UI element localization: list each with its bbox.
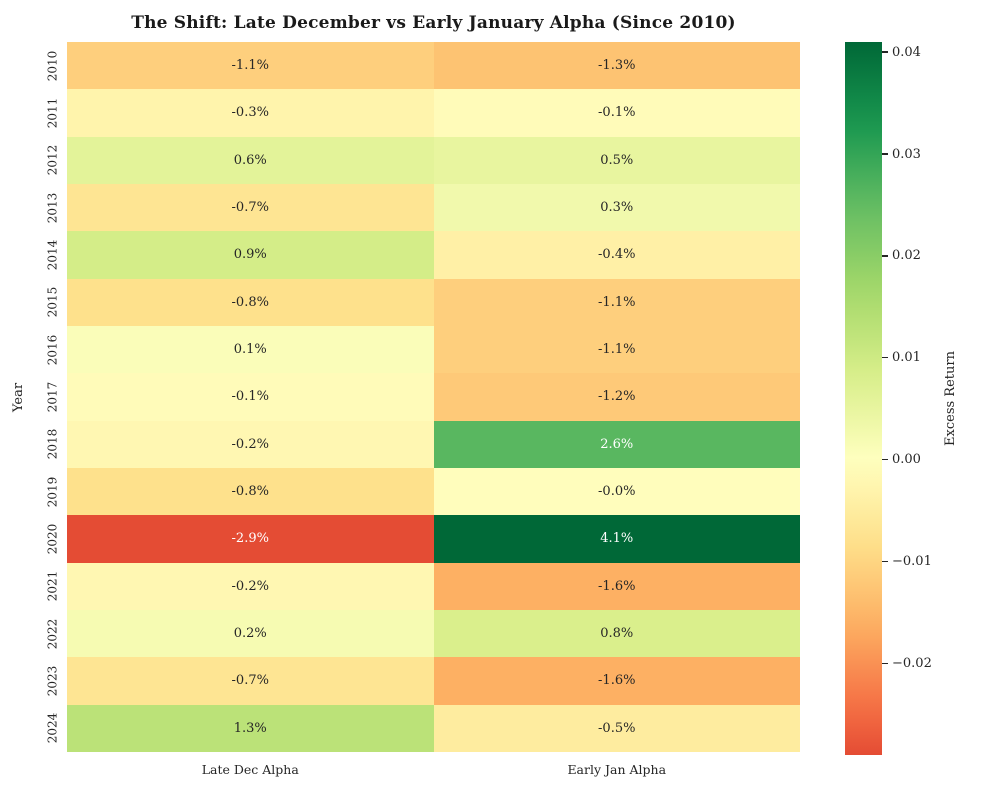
colorbar-tickmark	[882, 458, 888, 461]
colorbar-tickmark	[882, 153, 888, 155]
heatmap-cell: -1.6%	[433, 657, 800, 705]
heatmap-cell: -1.2%	[433, 373, 800, 421]
y-tick-label-text: 2021	[45, 571, 60, 602]
heatmap-cell: -0.2%	[67, 562, 434, 610]
y-tick-label-text: 2011	[45, 97, 60, 129]
x-tick-label: Early Jan Alpha	[567, 762, 667, 777]
y-tick-label-text: 2020	[45, 523, 60, 555]
heatmap-cell: 0.5%	[433, 136, 800, 184]
heatmap-cell: -1.3%	[433, 42, 800, 90]
y-tick-label: 2010	[40, 42, 64, 89]
heatmap-cell: 2.6%	[433, 420, 800, 468]
y-tick-label-text: 2016	[45, 334, 60, 365]
y-axis-label-text: Year	[11, 382, 27, 412]
heatmap-cell: -0.8%	[67, 468, 434, 516]
colorbar-label-text: Excess Return	[942, 351, 958, 446]
colorbar-tickmark	[882, 357, 888, 359]
y-tick-label: 2014	[40, 231, 64, 278]
y-tick-label-text: 2017	[45, 381, 60, 413]
colorbar-tickmark	[882, 255, 888, 257]
chart-title: The Shift: Late December vs Early Januar…	[131, 13, 736, 33]
heatmap-cell: -0.8%	[67, 278, 434, 326]
colorbar-gradient	[845, 42, 882, 755]
colorbar-tick-label: −0.01	[892, 553, 932, 569]
heatmap-cell: 0.1%	[67, 326, 434, 374]
heatmap-cell: -1.6%	[433, 562, 800, 610]
heatmap-cell: -0.4%	[433, 231, 800, 279]
y-tick-label: 2020	[40, 515, 64, 562]
heatmap-cell: -0.1%	[67, 373, 434, 421]
heatmap-cell: -0.2%	[67, 420, 434, 468]
y-tick-label-text: 2014	[45, 239, 60, 271]
heatmap-cell: 0.8%	[433, 610, 800, 658]
heatmap-cell: -0.1%	[433, 89, 800, 137]
heatmap-cell: -1.1%	[67, 42, 434, 90]
y-tick-label-text: 2013	[45, 192, 60, 223]
heatmap-cell: 1.3%	[67, 704, 434, 752]
y-axis-label: Year	[8, 42, 30, 752]
y-tick-label-text: 2010	[45, 50, 60, 81]
y-tick-label: 2019	[40, 468, 64, 515]
y-tick-label: 2024	[40, 705, 64, 752]
y-tick-label-text: 2018	[45, 429, 60, 460]
y-tick-label: 2013	[40, 184, 64, 231]
y-tick-label-text: 2015	[45, 287, 60, 318]
y-tick-label-text: 2012	[45, 145, 60, 176]
heatmap-cell: -0.3%	[67, 89, 434, 137]
heatmap-cell: -1.1%	[433, 326, 800, 374]
heatmap-cell: -2.9%	[67, 515, 434, 563]
heatmap-cell: -0.5%	[433, 704, 800, 752]
x-tick-label: Late Dec Alpha	[201, 762, 299, 777]
colorbar-label: Excess Return	[938, 42, 962, 755]
y-tick-label: 2018	[40, 421, 64, 468]
colorbar-tickmark	[882, 662, 888, 665]
y-tick-label: 2012	[40, 137, 64, 184]
y-tick-label-text: 2023	[45, 665, 60, 697]
heatmap-cell: -0.7%	[67, 184, 434, 232]
y-tick-label-text: 2024	[45, 713, 60, 744]
y-tick-label: 2017	[40, 373, 64, 420]
y-tick-label: 2011	[40, 89, 64, 136]
colorbar-tick-label: 0.02	[892, 248, 921, 264]
heatmap-cell: 4.1%	[433, 515, 800, 563]
y-tick-label: 2015	[40, 279, 64, 326]
colorbar-tick-label: 0.03	[892, 146, 921, 162]
heatmap-cell: 0.2%	[67, 610, 434, 658]
y-tick-label: 2023	[40, 657, 64, 704]
y-tick-label: 2022	[40, 610, 64, 657]
y-tick-label-text: 2022	[45, 618, 60, 649]
colorbar-tickmark	[882, 560, 888, 563]
colorbar-tick-label: 0.04	[892, 44, 921, 60]
heatmap-cell: -0.7%	[67, 657, 434, 705]
colorbar-tickmark	[882, 51, 888, 53]
y-tick-label-text: 2019	[45, 476, 60, 507]
heatmap-cell: -1.1%	[433, 278, 800, 326]
colorbar-tick-label: 0.00	[892, 452, 921, 468]
heatmap-cell: -0.0%	[433, 468, 800, 516]
colorbar-tick-label: −0.02	[892, 655, 932, 671]
heatmap-cell: 0.3%	[433, 184, 800, 232]
heatmap-cell: 0.9%	[67, 231, 434, 279]
colorbar-tick-label: 0.01	[892, 350, 921, 366]
y-tick-label: 2021	[40, 563, 64, 610]
y-tick-label: 2016	[40, 326, 64, 373]
heatmap-cell: 0.6%	[67, 136, 434, 184]
